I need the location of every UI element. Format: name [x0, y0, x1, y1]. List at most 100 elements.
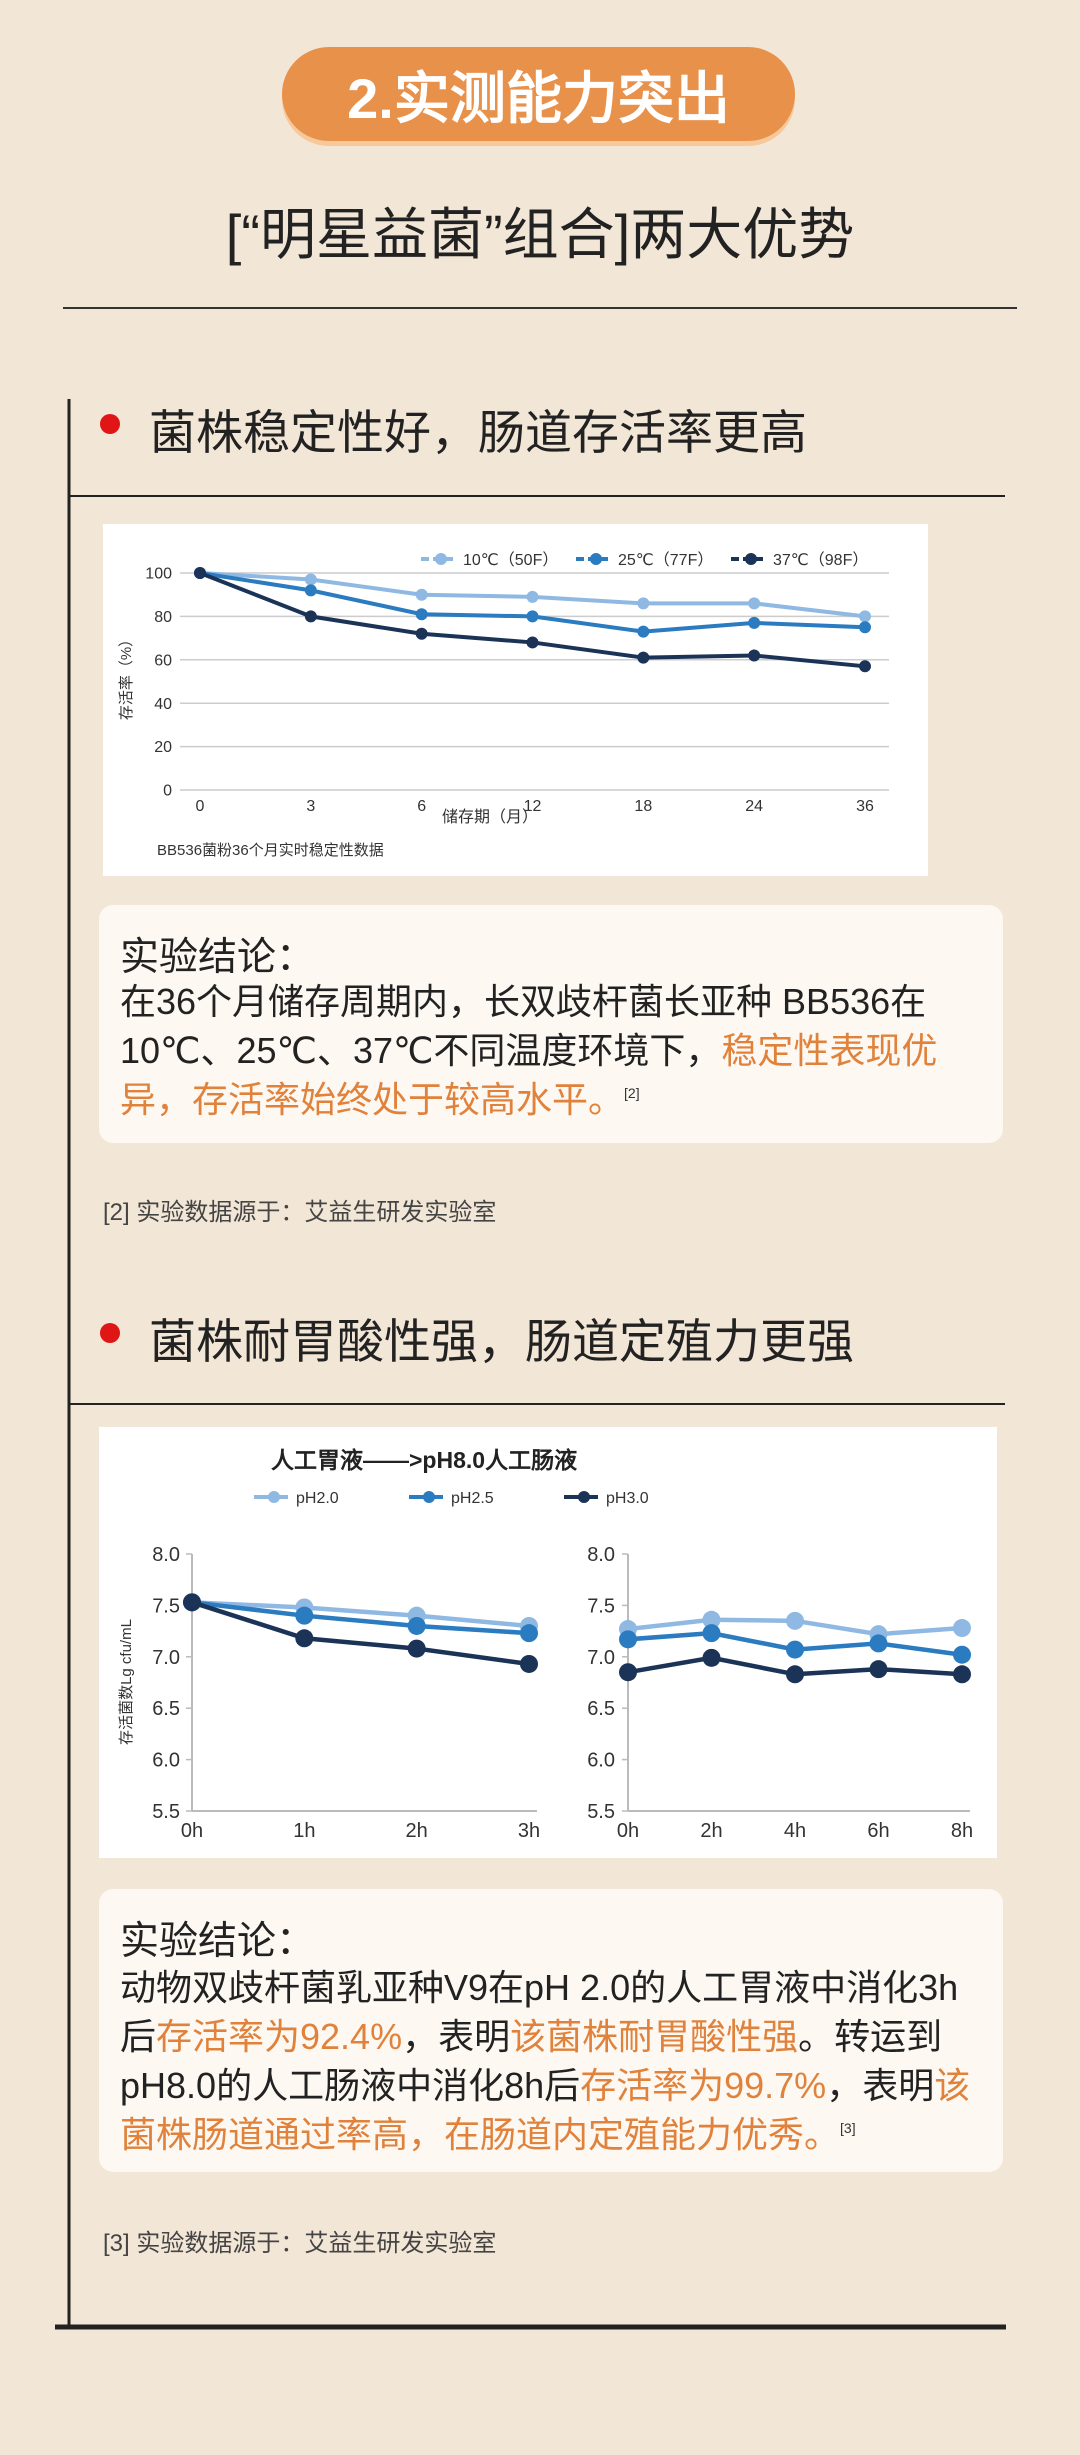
- y-tick-label: 8.0: [587, 1544, 615, 1566]
- x-tick-label: 0: [196, 798, 205, 815]
- legend-label: pH2.0: [296, 1490, 339, 1507]
- reference: [2]: [624, 1085, 640, 1101]
- x-tick-label: 36: [856, 798, 874, 815]
- text-run: 该菌株肠道通过率高，在肠道内定殖能力优秀。: [120, 2065, 971, 2155]
- y-axis-title: 存活率（%）: [118, 632, 135, 720]
- data-point: [407, 1639, 426, 1658]
- data-point: [702, 1610, 721, 1629]
- data-point: [295, 1606, 314, 1625]
- data-point: [637, 625, 650, 638]
- conclusion-body: 在36个月储存周期内，长双歧杆菌长亚种 BB536在10℃、25℃、37℃不同温…: [120, 977, 990, 1124]
- conclusion-body: 动物双歧杆菌乳亚种V9在pH 2.0的人工胃液中消化3h后存活率为92.4%，表…: [120, 1963, 990, 2159]
- x-tick-label: 3h: [518, 1820, 540, 1842]
- series-line: [191, 1600, 530, 1636]
- chart-caption: BB536菌粉36个月实时稳定性数据: [157, 842, 384, 859]
- text-run: 存活率为99.7%: [580, 2065, 827, 2106]
- data-point: [869, 1660, 888, 1679]
- y-tick-label: 6.5: [152, 1698, 180, 1720]
- section-heading: 菌株稳定性好，肠道存活率更高: [149, 406, 807, 459]
- data-point: [637, 651, 650, 664]
- data-point: [407, 1616, 426, 1635]
- x-tick-label: 4h: [784, 1820, 806, 1842]
- legend-dot: [590, 553, 602, 565]
- data-point: [295, 1629, 314, 1648]
- data-point: [415, 588, 428, 601]
- x-tick-label: 12: [524, 798, 542, 815]
- data-point: [637, 597, 650, 610]
- legend-label: pH2.5: [451, 1490, 494, 1507]
- conclusion-box: [99, 1889, 1003, 2172]
- x-tick-label: 6: [417, 798, 426, 815]
- subtitle: [“明星益菌”组合]两大优势: [225, 203, 855, 266]
- text-run: 该菌株耐胃酸性强: [510, 2016, 799, 2057]
- x-tick-label: 18: [634, 798, 652, 815]
- data-point: [869, 1634, 888, 1653]
- y-tick-label: 7.0: [152, 1647, 180, 1669]
- x-tick-label: 6h: [867, 1820, 889, 1842]
- legend-dot: [423, 1491, 435, 1503]
- data-point: [304, 610, 317, 623]
- footnote: [2] 实验数据源于：艾益生研发实验室: [103, 1199, 497, 1226]
- data-point: [786, 1665, 804, 1684]
- y-tick-label: 40: [154, 696, 172, 713]
- text-run: 。转运到pH8.0的人工肠液中消化8h后: [120, 2016, 943, 2106]
- chart-panel: [99, 1427, 997, 1858]
- data-point: [702, 1624, 721, 1643]
- legend-dot: [435, 553, 447, 565]
- text-run: 动物双歧杆菌乳亚种V9在pH 2.0的人工胃液中消化3h后: [120, 1967, 959, 2057]
- data-point: [786, 1640, 804, 1659]
- text-run: 存活率为92.4%: [156, 2016, 403, 2057]
- x-axis-title: 储存期（月）: [442, 808, 538, 826]
- y-tick-label: 0: [163, 783, 172, 800]
- text-run: ，表明: [402, 2016, 511, 2057]
- y-tick-label: 8.0: [152, 1544, 180, 1566]
- y-tick-label: 6.5: [587, 1698, 615, 1720]
- series-line: [191, 1600, 530, 1667]
- data-point: [415, 608, 428, 621]
- conclusion-title: 实验结论：: [120, 1920, 316, 1963]
- x-tick-label: 2h: [406, 1820, 428, 1842]
- data-point: [520, 1654, 538, 1673]
- y-tick-label: 7.5: [152, 1595, 180, 1617]
- section-heading: 菌株耐胃酸性强，肠道定殖力更强: [149, 1315, 854, 1368]
- data-point: [702, 1648, 721, 1667]
- reference: [3]: [840, 2120, 856, 2136]
- data-point: [953, 1645, 971, 1664]
- x-tick-label: 24: [745, 798, 763, 815]
- y-tick-label: 6.0: [587, 1750, 615, 1772]
- chart-title: 人工胃液——>pH8.0人工肠液: [271, 1447, 577, 1473]
- data-point: [304, 584, 317, 597]
- bullet: [100, 414, 120, 434]
- data-point: [520, 1624, 538, 1643]
- text-run: 在36个月储存周期内，长双歧杆菌长亚种 BB536在10℃、25℃、37℃不同温…: [120, 981, 927, 1071]
- chart-panel: [103, 524, 928, 876]
- y-tick-label: 20: [154, 739, 172, 756]
- series-line: [191, 1600, 530, 1629]
- legend-dot: [578, 1491, 590, 1503]
- data-point: [526, 636, 539, 649]
- data-point: [748, 616, 761, 629]
- text-run: ，表明: [826, 2065, 935, 2106]
- data-point: [953, 1665, 971, 1684]
- data-point: [526, 590, 539, 603]
- legend-label: 10℃（50F）: [463, 551, 558, 569]
- data-point: [859, 660, 871, 673]
- data-point: [953, 1619, 971, 1638]
- legend-label: pH3.0: [606, 1490, 649, 1507]
- data-point: [526, 610, 539, 623]
- data-point: [415, 627, 428, 640]
- legend-dot: [745, 553, 757, 565]
- y-axis-title: 存活菌数Lg cfu/mL: [118, 1619, 135, 1745]
- y-tick-label: 7.0: [587, 1647, 615, 1669]
- conclusion-title: 实验结论：: [120, 936, 316, 979]
- data-point: [859, 610, 871, 623]
- y-tick-label: 7.5: [587, 1595, 615, 1617]
- data-point: [748, 597, 761, 610]
- legend-label: 37℃（98F）: [773, 551, 868, 569]
- y-tick-label: 5.5: [587, 1801, 615, 1823]
- y-tick-label: 5.5: [152, 1801, 180, 1823]
- badge: 2.实测能力突出: [282, 47, 795, 141]
